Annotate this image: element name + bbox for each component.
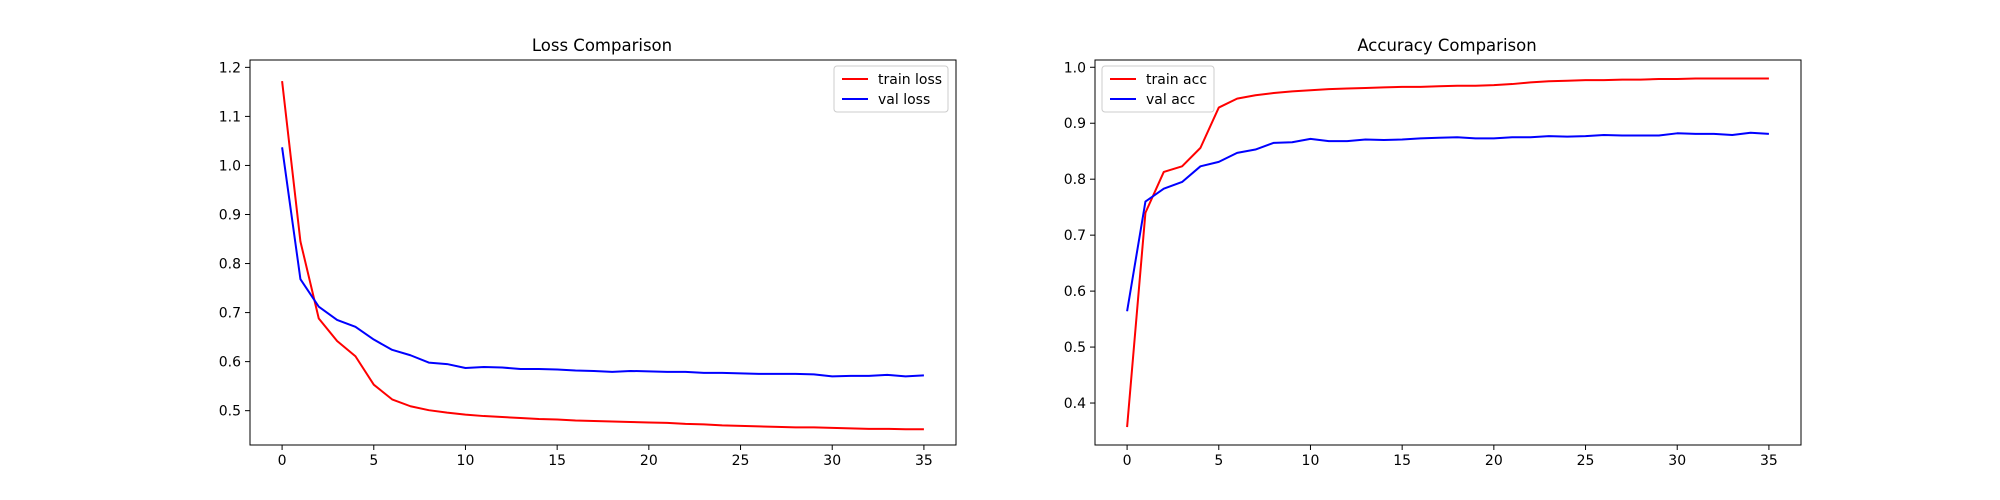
- loss-axes-frame: [249, 59, 957, 446]
- loss-legend-box: [833, 65, 949, 113]
- loss-plot-area: 0 5 10 15 20 25 30 35 0.5 0.6 0.7 0.8 0.9 1.0 1.1 1.2: [219, 60, 933, 469]
- accuracy-y-tick-label: 0.7: [1064, 228, 1086, 244]
- accuracy-axes-frame: [1094, 59, 1802, 446]
- loss-y-tick-label: 0.9: [219, 207, 241, 223]
- legend-label-val-acc: val acc: [1146, 92, 1195, 108]
- accuracy-chart-title: Accuracy Comparison: [1357, 36, 1536, 55]
- loss-y-tick-label: 0.7: [219, 306, 241, 322]
- loss-y-tick-label: 0.5: [219, 404, 241, 420]
- accuracy-x-tick-label: 35: [1760, 453, 1778, 469]
- loss-x-tick-label: 30: [823, 453, 841, 469]
- loss-chart-panel: Loss Comparison 0 5 10 15 20 25 30 350.50.60.70…: [219, 36, 957, 469]
- legend-label-train-acc: train acc: [1146, 72, 1207, 88]
- accuracy-x-tick-label: 10: [1302, 453, 1320, 469]
- accuracy-y-tick-label: 0.9: [1064, 116, 1086, 132]
- loss-y-tick-label: 1.0: [219, 158, 241, 174]
- accuracy-x-tick-label: 25: [1577, 453, 1595, 469]
- loss-y-tick-label: 1.1: [219, 109, 241, 125]
- accuracy-y-tick-label: 0.5: [1064, 340, 1086, 356]
- loss-x-tick-label: 0: [278, 453, 287, 469]
- series-line-val-loss: [281, 147, 924, 378]
- loss-x-tick-label: 35: [915, 453, 933, 469]
- series-line-val-acc: [1126, 131, 1769, 312]
- loss-y-tick-label: 0.8: [219, 257, 241, 273]
- accuracy-chart-panel: Accuracy Comparison 0 5 10 15 20 25 30 35 0.4 0.5…: [1064, 36, 1802, 469]
- loss-y-tick-label: 1.2: [219, 60, 241, 76]
- accuracy-y-tick-label: 0.4: [1064, 396, 1086, 412]
- accuracy-legend-box: [1101, 65, 1215, 113]
- accuracy-y-tick-label: 0.8: [1064, 172, 1086, 188]
- series-line-train-acc: [1126, 77, 1769, 428]
- series-line-train-loss: [281, 80, 924, 431]
- accuracy-x-tick-label: 20: [1485, 453, 1503, 469]
- loss-y-tick-label: 0.6: [219, 355, 241, 371]
- accuracy-x-tick-label: 15: [1393, 453, 1411, 469]
- loss-x-tick-label: 20: [640, 453, 658, 469]
- accuracy-x-tick-label: 0: [1123, 453, 1132, 469]
- accuracy-y-tick-label: 0.6: [1064, 284, 1086, 300]
- accuracy-x-tick-label: 5: [1214, 453, 1223, 469]
- loss-chart-title: Loss Comparison: [532, 36, 672, 55]
- accuracy-legend: train acc val acc: [1101, 65, 1215, 113]
- accuracy-x-tick-label: 30: [1668, 453, 1686, 469]
- legend-label-train-loss: train loss: [878, 72, 942, 88]
- loss-x-tick-label: 5: [369, 453, 378, 469]
- accuracy-y-tick-label: 1.0: [1064, 60, 1086, 76]
- loss-x-tick-label: 10: [457, 453, 475, 469]
- accuracy-plot-area: 0 5 10 15 20 25 30 35 0.4 0.5 0.6 0.7 0.8 0.9 1.0: [1064, 60, 1778, 469]
- loss-x-tick-label: 25: [732, 453, 750, 469]
- loss-legend: train loss val loss: [833, 65, 949, 113]
- loss-x-tick-label: 15: [548, 453, 566, 469]
- legend-label-val-loss: val loss: [878, 92, 930, 108]
